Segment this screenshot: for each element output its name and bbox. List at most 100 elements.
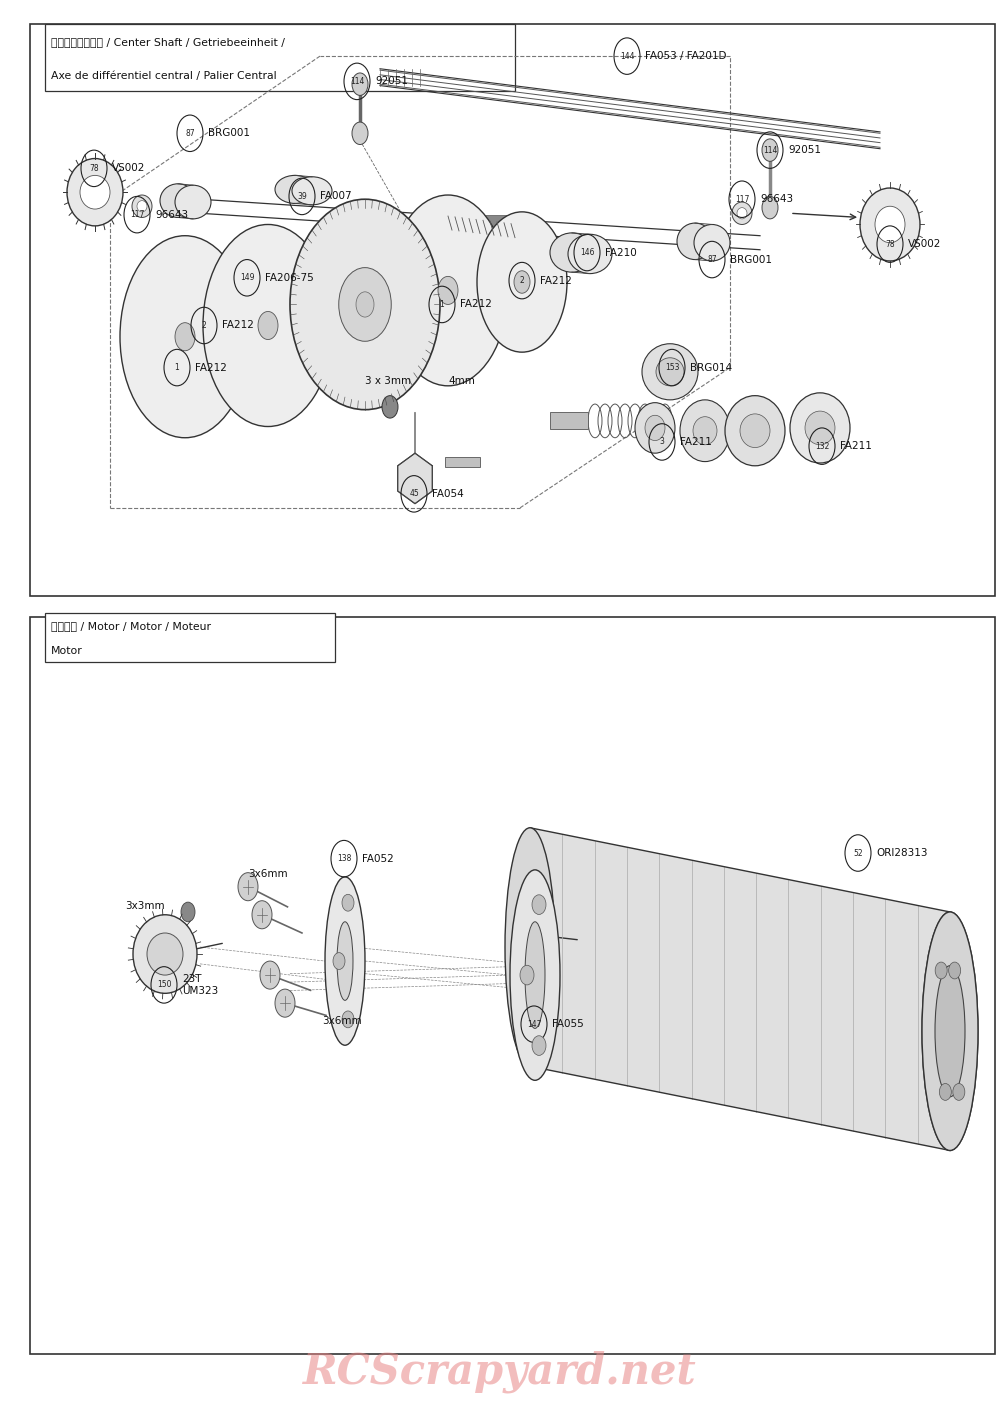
Text: 52: 52	[853, 849, 863, 857]
Text: 114: 114	[763, 146, 777, 154]
Bar	[30, 24, 995, 596]
Ellipse shape	[388, 195, 508, 386]
Text: 78: 78	[89, 164, 99, 173]
Text: FA053 / FA201D: FA053 / FA201D	[645, 51, 726, 62]
Ellipse shape	[181, 902, 195, 922]
Text: Axe de différentiel central / Palier Central: Axe de différentiel central / Palier Cen…	[51, 72, 277, 81]
Ellipse shape	[477, 212, 567, 352]
Ellipse shape	[922, 912, 978, 1150]
Text: 144: 144	[620, 52, 634, 60]
Text: 3x3mm: 3x3mm	[125, 901, 165, 911]
Ellipse shape	[133, 915, 197, 993]
Ellipse shape	[80, 175, 110, 209]
Text: FA212: FA212	[460, 299, 492, 310]
Bar	[45, 24, 515, 91]
Text: 39: 39	[297, 192, 307, 201]
Bar	[30, 617, 995, 1354]
Ellipse shape	[258, 311, 278, 340]
Text: VS002: VS002	[112, 163, 145, 174]
Ellipse shape	[656, 358, 684, 386]
Ellipse shape	[505, 828, 555, 1066]
Text: FA055: FA055	[552, 1019, 584, 1030]
Text: 92051: 92051	[375, 76, 408, 87]
Text: 2: 2	[202, 321, 206, 330]
Ellipse shape	[147, 933, 183, 975]
Ellipse shape	[352, 122, 368, 145]
Text: 132: 132	[815, 442, 829, 450]
Ellipse shape	[949, 962, 961, 979]
Text: 150: 150	[157, 981, 171, 989]
Bar	[45, 613, 335, 662]
Text: 117: 117	[735, 195, 749, 203]
Ellipse shape	[740, 414, 770, 448]
Ellipse shape	[356, 292, 374, 317]
Text: 3 x 3mm: 3 x 3mm	[365, 376, 411, 386]
Text: BRG001: BRG001	[730, 254, 772, 265]
Text: 87: 87	[707, 255, 717, 264]
Text: VS002: VS002	[908, 239, 941, 250]
Ellipse shape	[514, 271, 530, 293]
Text: 78: 78	[885, 240, 895, 248]
Text: BRG001: BRG001	[208, 128, 250, 139]
Ellipse shape	[737, 208, 747, 219]
Text: 149: 149	[240, 274, 254, 282]
Ellipse shape	[137, 201, 147, 212]
Ellipse shape	[438, 276, 458, 304]
Ellipse shape	[939, 1083, 951, 1100]
Text: 96643: 96643	[155, 209, 188, 220]
Ellipse shape	[525, 922, 545, 1028]
Text: Motor: Motor	[51, 647, 83, 657]
Ellipse shape	[935, 962, 947, 979]
Text: 146: 146	[580, 248, 594, 257]
Text: 138: 138	[337, 854, 351, 863]
Bar	[550, 412, 588, 429]
Ellipse shape	[642, 344, 698, 400]
Ellipse shape	[339, 268, 391, 341]
Text: 114: 114	[350, 77, 364, 86]
Text: 147: 147	[527, 1020, 541, 1028]
Text: 23T
UM323: 23T UM323	[182, 974, 218, 996]
Ellipse shape	[175, 185, 211, 219]
Ellipse shape	[762, 139, 778, 161]
Text: 1: 1	[440, 300, 444, 309]
Ellipse shape	[120, 236, 250, 438]
Polygon shape	[398, 453, 432, 504]
Ellipse shape	[518, 881, 542, 1013]
Text: 45: 45	[409, 490, 419, 498]
Ellipse shape	[938, 971, 962, 1092]
Ellipse shape	[762, 196, 778, 219]
Ellipse shape	[382, 396, 398, 418]
Ellipse shape	[677, 223, 713, 260]
Text: FA211: FA211	[840, 441, 872, 452]
Text: 92051: 92051	[788, 145, 821, 156]
Text: 3x6mm: 3x6mm	[322, 1016, 362, 1026]
Ellipse shape	[532, 1035, 546, 1055]
Ellipse shape	[510, 870, 560, 1080]
Text: FA211: FA211	[680, 436, 712, 448]
Ellipse shape	[935, 965, 965, 1097]
Ellipse shape	[725, 396, 785, 466]
Ellipse shape	[635, 403, 675, 453]
Ellipse shape	[680, 400, 730, 462]
Ellipse shape	[953, 1083, 965, 1100]
Bar	[450, 215, 520, 231]
Text: 3: 3	[660, 438, 664, 446]
Ellipse shape	[790, 393, 850, 463]
Ellipse shape	[275, 989, 295, 1017]
Ellipse shape	[875, 206, 905, 243]
Ellipse shape	[132, 195, 152, 217]
Ellipse shape	[175, 323, 195, 351]
Text: モーター / Motor / Motor / Moteur: モーター / Motor / Motor / Moteur	[51, 622, 211, 631]
Ellipse shape	[337, 922, 353, 1000]
Ellipse shape	[645, 415, 665, 441]
Ellipse shape	[732, 202, 752, 224]
Text: 153: 153	[665, 363, 679, 372]
Text: FA212: FA212	[540, 275, 572, 286]
Ellipse shape	[520, 965, 534, 985]
Text: 2: 2	[520, 276, 524, 285]
Text: FA212: FA212	[195, 362, 227, 373]
Text: 1: 1	[175, 363, 179, 372]
Ellipse shape	[342, 1012, 354, 1028]
Text: 4mm: 4mm	[448, 376, 475, 386]
Ellipse shape	[805, 411, 835, 445]
